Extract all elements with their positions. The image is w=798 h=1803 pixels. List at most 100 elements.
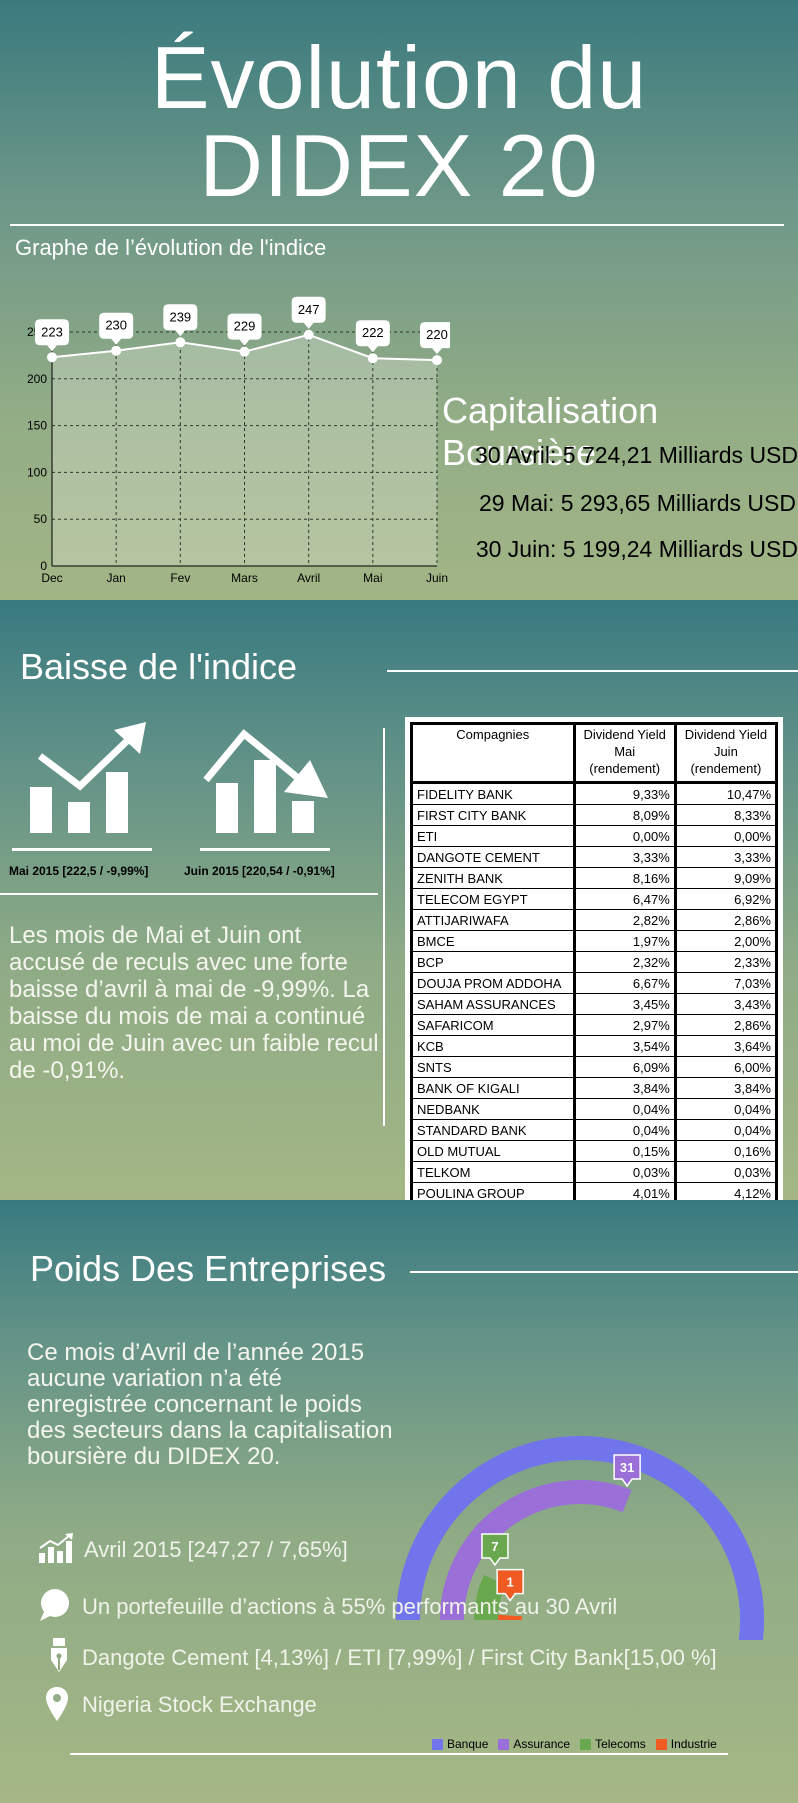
table-row: TELKOM 0,03% 0,03% [410, 1161, 779, 1183]
legend-item: Telecoms [580, 1737, 646, 1751]
yield-may-cell: 6,47% [573, 888, 677, 910]
capitalisation-heading: Capitalisation Boursière [442, 390, 659, 473]
legend-swatch [432, 1738, 443, 1750]
company-cell: ZENITH BANK [410, 867, 576, 889]
title-divider [10, 224, 784, 226]
page-title-line2: DIDEX 20 [199, 116, 599, 215]
radial-value-label: 31 [620, 1460, 634, 1475]
table-row: STANDARD BANK 0,04% 0,04% [410, 1119, 779, 1141]
june-trend-label: Juin 2015 [220,54 / -0,91%] [184, 864, 335, 878]
yield-may-cell: 9,33% [573, 782, 677, 805]
x-tick-label: Jan [106, 571, 125, 585]
yield-june-cell: 2,00% [674, 930, 779, 952]
company-cell: DANGOTE CEMENT [410, 846, 576, 868]
data-point [432, 355, 442, 366]
legend-label: Telecoms [595, 1737, 646, 1751]
legend-item: Industrie [655, 1737, 717, 1751]
yield-june-cell: 0,00% [674, 825, 779, 847]
company-cell: NEDBANK [410, 1098, 576, 1120]
bullet-top-stocks: Dangote Cement [4,13%] / ETI [7,99%] / F… [82, 1645, 717, 1670]
radial-label-bubble [481, 1533, 509, 1567]
x-tick-label: Mars [231, 571, 258, 585]
decline-paragraph: Les mois de Mai et Juin ont accusé de re… [9, 922, 379, 1084]
company-cell: DOUJA PROM ADDOHA [410, 972, 576, 994]
data-point [367, 353, 378, 364]
data-label-bubble [35, 319, 69, 352]
table-row: ZENITH BANK 8,16% 9,09% [410, 867, 779, 889]
yield-may-cell: 6,67% [573, 972, 677, 994]
legend-label: Industrie [670, 1737, 717, 1751]
yield-june-cell: 8,33% [674, 804, 779, 826]
legend-swatch [498, 1738, 510, 1750]
table-row: KCB 3,54% 3,64% [410, 1035, 779, 1057]
y-tick-label: 150 [27, 419, 47, 433]
index-evolution-section: Évolution du DIDEX 20 Graphe de l’évolut… [0, 0, 798, 600]
capitalisation-may: 29 Mai: 5 293,65 Milliards USD [478, 490, 796, 516]
yield-june-cell: 10,47% [674, 782, 779, 805]
company-cell: TELECOM EGYPT [410, 888, 576, 910]
table-row: FIRST CITY BANK 8,09% 8,33% [410, 804, 779, 826]
yield-may-cell: 0,04% [573, 1119, 677, 1141]
data-label-bubble [99, 312, 134, 345]
yield-may-cell: 6,09% [573, 1056, 677, 1078]
yield-june-cell: 3,84% [674, 1077, 779, 1099]
yield-june-cell: 3,43% [674, 993, 779, 1015]
legend-item: Assurance [498, 1737, 570, 1751]
yield-may-cell: 0,00% [573, 825, 677, 847]
data-point [303, 329, 314, 340]
yield-june-cell: 0,04% [674, 1119, 779, 1141]
x-tick-label: Fev [170, 571, 190, 585]
table-row: DANGOTE CEMENT 3,33% 3,33% [410, 846, 779, 868]
company-cell: SAFARICOM [410, 1014, 576, 1036]
data-label: 247 [298, 302, 320, 317]
yield-june-cell: 0,04% [674, 1098, 779, 1120]
x-tick-label: Avril [297, 571, 320, 585]
company-cell: BMCE [410, 930, 576, 952]
data-label: 239 [169, 309, 191, 324]
radial-value-label: 1 [507, 1575, 514, 1590]
company-cell: OLD MUTUAL [410, 1140, 576, 1162]
data-point [47, 352, 57, 363]
table-row: BANK OF KIGALI 3,84% 3,84% [410, 1077, 779, 1099]
table-header-row: Compagnies Dividend Yield Mai (rendement… [410, 722, 779, 784]
column-header-yield-june: Dividend Yield Juin (rendement) [673, 722, 779, 784]
data-point [239, 346, 250, 357]
yield-may-cell: 3,33% [573, 846, 677, 868]
yield-may-cell: 8,16% [573, 867, 677, 889]
yield-may-cell: 0,04% [573, 1098, 677, 1120]
yield-june-cell: 2,86% [674, 909, 779, 931]
company-cell: FIRST CITY BANK [410, 804, 576, 826]
x-tick-label: Dec [41, 571, 62, 585]
decline-heading-rule [387, 670, 798, 672]
table-row: ATTIJARIWAFA 2,82% 2,86% [410, 909, 779, 931]
company-cell: FIDELITY BANK [410, 782, 576, 805]
trend-down-icon [203, 729, 328, 833]
y-tick-label: 200 [27, 372, 47, 386]
radial-bar-assurance [440, 1480, 632, 1621]
yield-june-cell: 2,33% [674, 951, 779, 973]
legend-label: Banque [447, 1737, 489, 1751]
radial-label-bubble [496, 1568, 524, 1602]
yield-june-cell: 6,00% [674, 1056, 779, 1078]
yield-may-cell: 3,84% [573, 1077, 677, 1099]
yield-may-cell: 3,54% [573, 1035, 677, 1057]
table-row: TELECOM EGYPT 6,47% 6,92% [410, 888, 779, 910]
data-label: 222 [362, 325, 384, 340]
weights-heading-rule [410, 1271, 798, 1273]
table-row: BCP 2,32% 2,33% [410, 951, 779, 973]
yield-may-cell: 2,97% [573, 1014, 677, 1036]
capitalisation-june: 30 Juin: 5 199,24 Milliards USD [475, 536, 798, 562]
yield-may-cell: 3,45% [573, 993, 677, 1015]
page-title-line1: Évolution du [150, 28, 648, 127]
radial-value-label: 7 [491, 1539, 498, 1554]
sector-legend: Banque Assurance Telecoms Industrie [432, 1737, 717, 1751]
radial-bar-telecoms [474, 1574, 506, 1621]
company-cell: SNTS [410, 1056, 576, 1078]
legend-swatch [655, 1738, 667, 1750]
table-row: FIDELITY BANK 9,33% 10,47% [410, 782, 779, 805]
data-label-bubble [163, 304, 198, 337]
vertical-divider [383, 728, 385, 1126]
company-cell: SAHAM ASSURANCES [410, 993, 576, 1015]
data-label: 223 [41, 324, 63, 339]
y-tick-label: 50 [34, 512, 48, 526]
